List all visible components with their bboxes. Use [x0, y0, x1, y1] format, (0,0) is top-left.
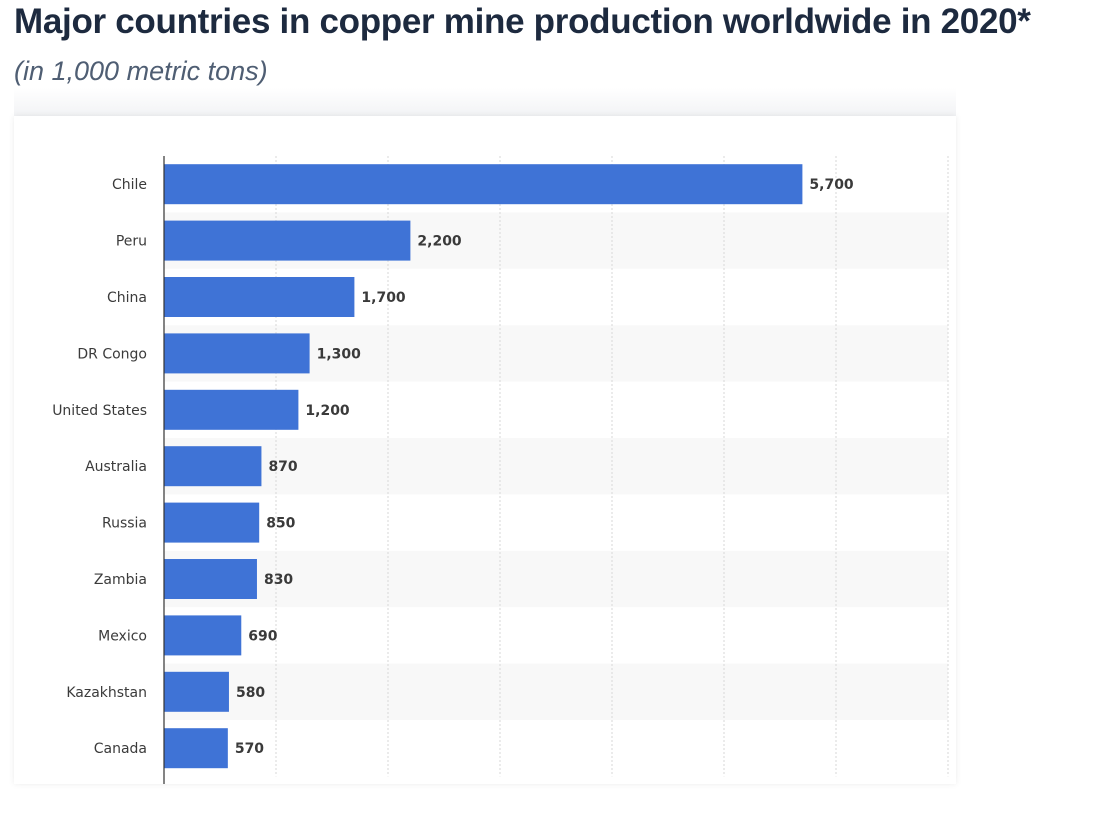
bar[interactable]	[164, 446, 262, 487]
value-label: 870	[268, 459, 297, 475]
card-top-shade	[14, 88, 956, 116]
category-label: Canada	[94, 741, 147, 757]
value-label: 1,700	[361, 290, 406, 306]
value-label: 850	[266, 516, 295, 532]
value-label: 830	[264, 572, 293, 588]
value-label: 5,700	[809, 177, 854, 193]
category-label: Kazakhstan	[66, 685, 147, 701]
value-label: 570	[235, 741, 264, 757]
row-band	[164, 550, 948, 608]
category-label: Peru	[116, 234, 147, 250]
category-label: Mexico	[98, 628, 147, 644]
row-band	[164, 663, 948, 720]
category-label: Russia	[102, 516, 147, 532]
bar[interactable]	[164, 502, 260, 543]
category-label: Chile	[112, 177, 147, 193]
bar[interactable]	[164, 333, 310, 374]
bar[interactable]	[164, 220, 411, 261]
bar[interactable]	[164, 389, 299, 430]
chart-title: Major countries in copper mine productio…	[14, 2, 1031, 41]
value-label: 1,300	[317, 346, 362, 362]
bar[interactable]	[164, 671, 229, 712]
value-label: 580	[236, 685, 265, 701]
bar[interactable]	[164, 164, 803, 205]
bar[interactable]	[164, 615, 242, 656]
bar[interactable]	[164, 277, 355, 317]
row-band	[164, 438, 948, 495]
value-label: 690	[248, 628, 277, 644]
category-label: Zambia	[94, 572, 147, 588]
bar[interactable]	[164, 559, 257, 599]
value-label: 2,200	[417, 234, 462, 250]
category-label: DR Congo	[77, 346, 147, 362]
bar[interactable]	[164, 728, 228, 769]
value-label: 1,200	[305, 403, 350, 419]
category-label: United States	[52, 403, 147, 419]
category-label: Australia	[85, 459, 147, 475]
category-label: China	[107, 290, 147, 306]
chart-subtitle: (in 1,000 metric tons)	[14, 56, 268, 86]
